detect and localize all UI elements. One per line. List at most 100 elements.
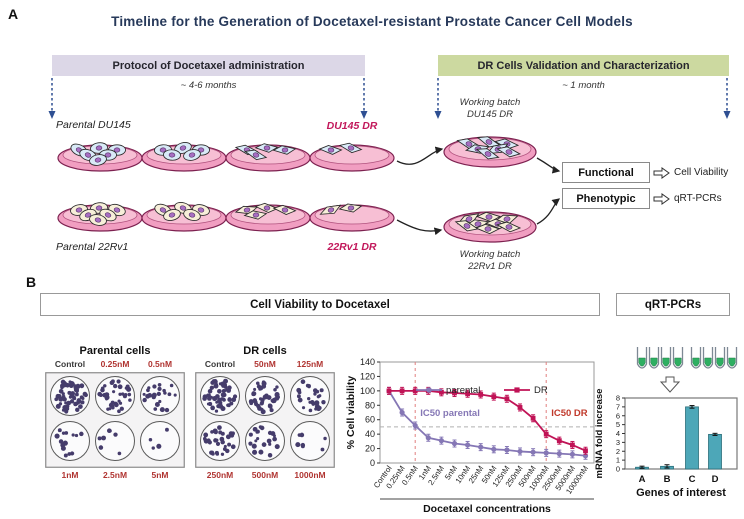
protocol-phase-label: Protocol of Docetaxel administration bbox=[112, 59, 305, 72]
svg-text:80: 80 bbox=[365, 400, 375, 410]
cell-well bbox=[95, 421, 135, 461]
svg-text:D: D bbox=[712, 474, 719, 485]
petri-dish bbox=[57, 202, 143, 232]
svg-text:100: 100 bbox=[360, 386, 375, 396]
svg-text:C: C bbox=[689, 474, 696, 485]
svg-text:A: A bbox=[639, 474, 646, 485]
svg-text:0: 0 bbox=[370, 458, 375, 468]
functional-box: Functional bbox=[562, 162, 650, 183]
well-label: 1000nM bbox=[294, 470, 326, 480]
svg-text:2: 2 bbox=[616, 447, 620, 456]
svg-text:3: 3 bbox=[616, 438, 620, 447]
svg-text:mRNA fold increase: mRNA fold increase bbox=[594, 389, 605, 479]
well-label: 500nM bbox=[251, 470, 279, 480]
well-label: 1nM bbox=[61, 470, 79, 480]
petri-dish bbox=[141, 142, 227, 172]
well-label: 0.5nM bbox=[147, 359, 173, 369]
svg-text:6: 6 bbox=[616, 411, 620, 420]
working-batch-22rv1-label: Working batch 22Rv1 DR bbox=[459, 249, 521, 272]
well-label: 5nM bbox=[151, 470, 169, 480]
svg-text:Docetaxel concentrations: Docetaxel concentrations bbox=[423, 503, 551, 515]
svg-text:7: 7 bbox=[616, 402, 620, 411]
panel-b-label: B bbox=[26, 274, 37, 290]
open-right-arrow-icon bbox=[653, 193, 670, 205]
svg-text:Genes of interest: Genes of interest bbox=[636, 487, 726, 499]
svg-text:IC50 parental: IC50 parental bbox=[420, 408, 480, 419]
cell-well bbox=[290, 376, 330, 416]
cell-well bbox=[50, 421, 90, 461]
cell-viability-header: Cell Viability to Docetaxel bbox=[40, 293, 600, 316]
gene-bar bbox=[708, 433, 722, 470]
timeline-dashed-arrow-icon bbox=[434, 78, 442, 119]
cell-well bbox=[140, 421, 180, 461]
svg-text:IC50 DR: IC50 DR bbox=[551, 408, 588, 419]
cell-viability-assay-label: Cell Viability bbox=[674, 167, 729, 178]
petri-dish bbox=[309, 142, 395, 172]
svg-text:5: 5 bbox=[616, 420, 620, 429]
parental-du145-label: Parental DU145 bbox=[56, 119, 131, 131]
svg-text:B: B bbox=[664, 474, 671, 485]
parental-cells-title: Parental cells bbox=[79, 345, 151, 357]
cell-well bbox=[245, 376, 285, 416]
svg-text:0: 0 bbox=[616, 465, 620, 474]
dr-cells-title: DR cells bbox=[243, 345, 287, 357]
connector-arrow-icon bbox=[396, 146, 444, 165]
cell-well bbox=[50, 376, 90, 416]
protocol-duration: ~ 4-6 months bbox=[180, 80, 237, 91]
well-label: 125nM bbox=[296, 359, 324, 369]
well-label: 0.25nM bbox=[100, 359, 130, 369]
petri-dish bbox=[225, 143, 311, 172]
connector-arrow-icon bbox=[396, 219, 443, 236]
validation-duration: ~ 1 month bbox=[562, 80, 605, 91]
qrtpcr-assay-label: qRT-PCRs bbox=[674, 193, 722, 204]
svg-text:4: 4 bbox=[616, 429, 620, 438]
parental-well-plate bbox=[45, 372, 185, 468]
svg-text:% Cell viability: % Cell viability bbox=[345, 376, 357, 450]
pcr-tubes-icon bbox=[636, 347, 738, 369]
svg-text:120: 120 bbox=[360, 371, 375, 381]
open-down-arrow-icon bbox=[659, 376, 681, 393]
petri-dish bbox=[443, 211, 537, 243]
22rv1-dr-label: 22Rv1 DR bbox=[327, 241, 377, 253]
figure-title: Timeline for the Generation of Docetaxel… bbox=[111, 14, 633, 29]
cell-well bbox=[140, 376, 180, 416]
cell-viability-line-chart: 0 20 40 60 80 100 120 140 parental DR IC50 parenta… bbox=[345, 357, 595, 515]
validation-phase-bar: DR Cells Validation and Characterization bbox=[438, 55, 729, 76]
cell-well bbox=[200, 376, 240, 416]
qrtpcr-header: qRT-PCRs bbox=[616, 293, 730, 316]
panel-a-label: A bbox=[8, 6, 19, 22]
well-label: 50nM bbox=[254, 359, 276, 369]
connector-arrow-icon bbox=[536, 157, 561, 174]
well-label: Control bbox=[54, 359, 86, 369]
petri-dish bbox=[443, 136, 537, 168]
well-label: Control bbox=[204, 359, 236, 369]
timeline-dashed-arrow-icon bbox=[360, 78, 368, 119]
petri-dish bbox=[57, 142, 143, 172]
svg-text:1: 1 bbox=[616, 456, 620, 465]
working-batch-du145-label: Working batch DU145 DR bbox=[459, 97, 521, 120]
cell-well bbox=[95, 376, 135, 416]
connector-arrow-icon bbox=[536, 198, 561, 225]
open-right-arrow-icon bbox=[653, 167, 670, 179]
timeline-dashed-arrow-icon bbox=[48, 78, 56, 119]
svg-text:40: 40 bbox=[365, 429, 375, 439]
petri-dish bbox=[225, 202, 311, 232]
gene-bar bbox=[685, 406, 699, 470]
protocol-phase-bar: Protocol of Docetaxel administration bbox=[52, 55, 365, 76]
validation-phase-label: DR Cells Validation and Characterization bbox=[477, 59, 690, 72]
dr-well-plate bbox=[195, 372, 335, 468]
svg-text:DR: DR bbox=[534, 385, 548, 396]
well-label: 2.5nM bbox=[102, 470, 128, 480]
svg-text:140: 140 bbox=[360, 357, 375, 367]
svg-text:20: 20 bbox=[365, 444, 375, 454]
cell-well bbox=[290, 421, 330, 461]
svg-text:60: 60 bbox=[365, 415, 375, 425]
petri-dish bbox=[309, 203, 395, 232]
petri-dish bbox=[141, 202, 227, 232]
timeline-dashed-arrow-icon bbox=[723, 78, 731, 119]
cell-well bbox=[200, 421, 240, 461]
cell-well bbox=[245, 421, 285, 461]
du145-dr-label: DU145 DR bbox=[326, 120, 378, 132]
